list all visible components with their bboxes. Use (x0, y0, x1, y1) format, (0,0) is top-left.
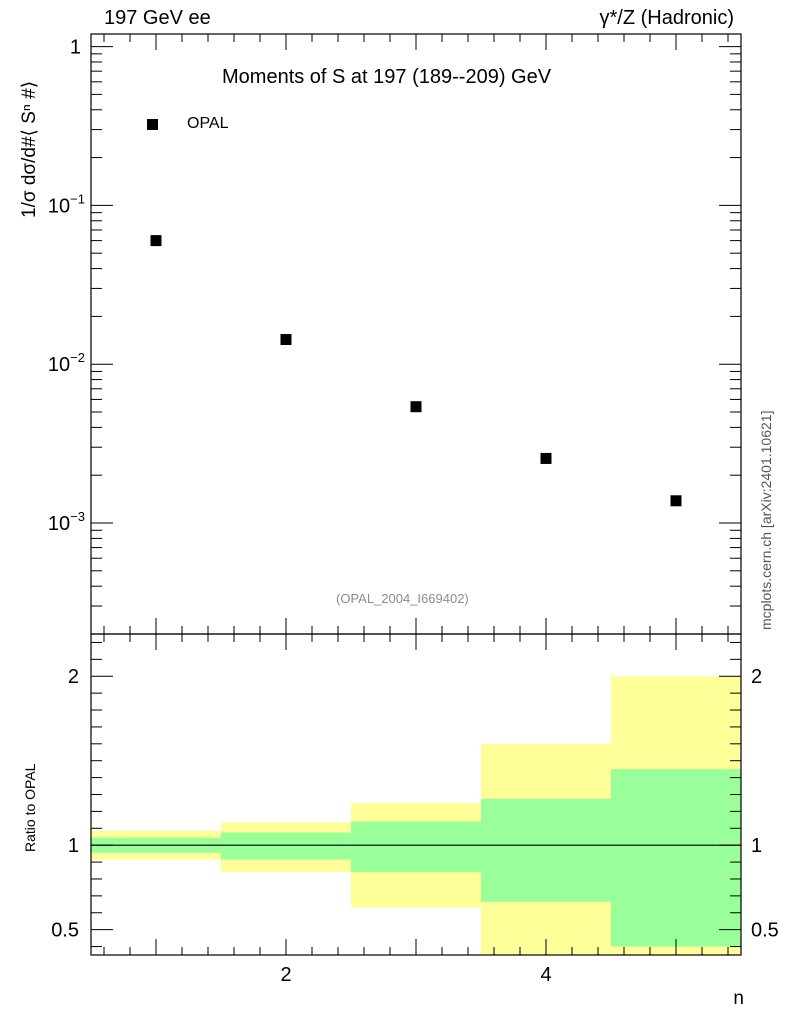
ratio-y-axis-label: Ratio to OPAL (22, 763, 38, 852)
y-tick-label-4: 10−3 (48, 509, 85, 535)
data-point-opal-2 (280, 334, 292, 346)
analysis-reference: (OPAL_2004_I669402) (336, 591, 469, 606)
ratio-y-tick-label-left-0.5: 0.5 (51, 920, 79, 942)
energy-label: 197 GeV ee (104, 7, 211, 29)
ratio-band-green-4 (481, 798, 611, 902)
ratio-y-tick-label-right-1: 1 (751, 835, 762, 857)
legend-marker (147, 119, 158, 130)
y-tick-label-1: 1 (70, 37, 81, 59)
y-tick-label-2: 10−1 (48, 191, 85, 217)
ratio-y-tick-label-left-2: 2 (68, 666, 79, 688)
ratio-band-green-3 (351, 821, 481, 873)
ratio-band-green-5 (611, 769, 741, 947)
main-y-axis-label: 1/σ dσ/d#⟨ Sⁿ #⟩ (19, 80, 40, 218)
plot-title: Moments of S at 197 (189--209) GeV (222, 66, 552, 88)
ratio-y-tick-label-right-2: 2 (751, 666, 762, 688)
watermark: mcplots.cern.ch [arXiv:2401.10621] (758, 410, 774, 630)
ratio-y-tick-label-left-1: 1 (68, 835, 79, 857)
x-tick-label-4: 4 (540, 964, 551, 986)
x-tick-label-2: 2 (280, 964, 291, 986)
data-point-opal-5 (670, 495, 682, 507)
process-label: γ*/Z (Hadronic) (599, 7, 734, 29)
data-point-opal-3 (410, 401, 422, 413)
legend-label-opal: OPAL (187, 115, 229, 132)
x-axis-label: n (733, 988, 744, 1009)
ratio-band-green-2 (221, 832, 351, 860)
data-point-opal-4 (540, 452, 552, 464)
ratio-y-tick-label-right-0.5: 0.5 (751, 920, 779, 942)
y-tick-label-3: 10−2 (48, 350, 85, 376)
data-point-opal-1 (150, 235, 162, 247)
